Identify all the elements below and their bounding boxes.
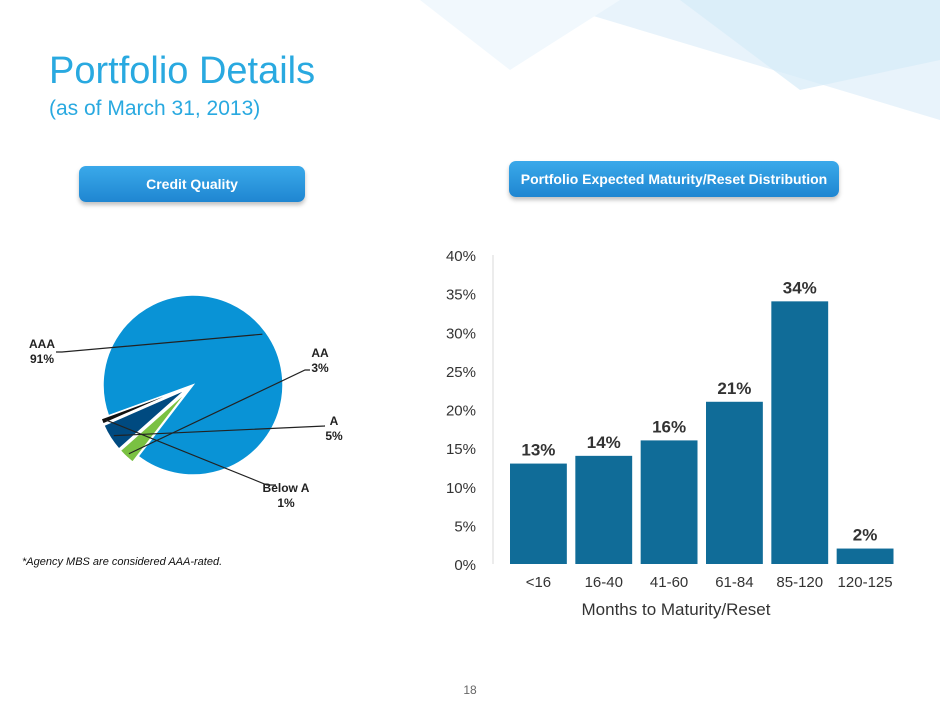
- y-tick-label: 35%: [446, 287, 476, 304]
- pie-value-below-a: 1%: [277, 496, 295, 510]
- leader-line-aaa: [56, 333, 263, 353]
- x-tick-label: 41-60: [650, 574, 688, 591]
- y-tick-label: 20%: [446, 403, 476, 420]
- y-tick-label: 0%: [454, 557, 476, 574]
- bar-data-label: 13%: [521, 441, 555, 460]
- bar-data-label: 34%: [783, 278, 817, 297]
- bar-41-60: [640, 440, 698, 564]
- bar-data-label: 14%: [587, 433, 621, 452]
- y-tick-label: 40%: [446, 248, 476, 265]
- page-number: 18: [463, 683, 477, 697]
- pie-value-a: 5%: [325, 429, 343, 443]
- bar-61-84: [706, 401, 763, 564]
- y-tick-label: 5%: [454, 518, 476, 535]
- x-tick-label: <16: [526, 574, 551, 591]
- leader-line-a: [113, 425, 326, 437]
- y-tick-label: 10%: [446, 480, 476, 497]
- pie-slice-below-a: [100, 387, 186, 425]
- pie-value-aa: 3%: [311, 361, 329, 375]
- x-tick-label: 85-120: [776, 574, 823, 591]
- page-subtitle: (as of March 31, 2013): [49, 97, 261, 120]
- pie-label-a: A: [330, 414, 339, 428]
- leader-line-aa: [128, 369, 310, 455]
- x-tick-label: 120-125: [838, 574, 893, 591]
- bar-16: [510, 463, 567, 564]
- y-tick-label: 30%: [446, 325, 476, 342]
- bar-85-120: [771, 301, 829, 564]
- pie-label-aa: AA: [311, 346, 329, 360]
- maturity-bar-chart: 0% 5% 10% 15% 20% 25% 30% 35% 40% 13% 14% 16% 21% 34…: [446, 248, 894, 619]
- page-title: Portfolio Details: [49, 50, 316, 92]
- pie-value-aaa: 91%: [30, 352, 54, 366]
- leader-line-below-a: [105, 419, 276, 486]
- bar-16-40: [575, 455, 633, 564]
- credit-quality-button[interactable]: Credit Quality: [79, 166, 305, 202]
- maturity-distribution-button[interactable]: Portfolio Expected Maturity/Reset Distri…: [509, 161, 839, 197]
- pie-label-below-a: Below A: [263, 481, 310, 495]
- x-tick-label: 61-84: [715, 574, 753, 591]
- pie-label-aaa: AAA: [29, 337, 55, 351]
- pie-slice-a: [102, 388, 187, 451]
- pie-slice-aa: [119, 390, 189, 464]
- bar-data-label: 2%: [853, 526, 878, 545]
- x-tick-label: 16-40: [585, 574, 623, 591]
- bar-data-label: 16%: [652, 417, 686, 436]
- footnote: *Agency MBS are considered AAA-rated.: [22, 556, 223, 568]
- background-decoration: [420, 0, 940, 150]
- bar-120-125: [836, 548, 894, 564]
- x-axis-label: Months to Maturity/Reset: [582, 600, 771, 619]
- bar-data-label: 21%: [717, 379, 751, 398]
- y-tick-label: 15%: [446, 441, 476, 458]
- y-tick-label: 25%: [446, 364, 476, 381]
